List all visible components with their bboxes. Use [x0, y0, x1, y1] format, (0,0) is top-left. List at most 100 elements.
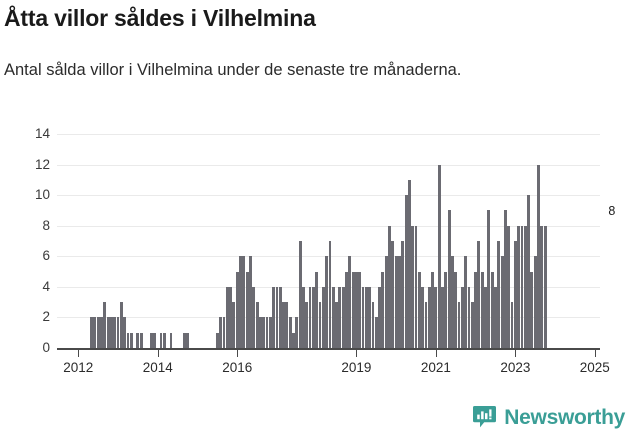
bar	[258, 317, 262, 348]
x-axis-tick-label: 2021	[420, 360, 451, 375]
bar	[93, 317, 97, 348]
bar	[113, 317, 117, 348]
bar	[225, 286, 229, 348]
bar	[378, 286, 382, 348]
bar	[242, 256, 246, 348]
bar	[149, 332, 153, 348]
x-axis-tick-label: 2023	[500, 360, 531, 375]
x-axis-tick-label: 2012	[63, 360, 94, 375]
bar	[162, 332, 166, 348]
bar	[507, 225, 511, 348]
bar	[345, 271, 348, 348]
x-axis-tick	[594, 350, 596, 357]
bar	[537, 164, 540, 348]
bar	[411, 225, 415, 348]
bar	[470, 302, 474, 348]
bar	[219, 317, 223, 348]
bar	[510, 302, 514, 348]
bar	[129, 332, 133, 348]
bar	[126, 332, 130, 348]
bar	[384, 256, 388, 348]
bar	[503, 210, 507, 348]
bar	[325, 256, 329, 348]
bar	[354, 271, 358, 348]
bar	[338, 286, 342, 348]
bar	[374, 317, 378, 348]
bar	[106, 317, 110, 348]
bar	[460, 286, 464, 348]
bar	[278, 286, 282, 348]
y-axis-tick-label: 2	[42, 309, 50, 325]
bar	[540, 225, 544, 348]
bar	[295, 317, 299, 348]
bar	[229, 286, 233, 348]
bar	[497, 241, 501, 348]
bar	[368, 286, 372, 348]
bar	[398, 256, 401, 348]
bar	[255, 302, 259, 348]
y-axis-tick-label: 4	[42, 278, 50, 294]
x-axis-line	[57, 348, 600, 350]
bar	[305, 302, 309, 348]
gridline	[57, 225, 600, 227]
bar	[90, 317, 93, 348]
x-axis-tick-label: 2014	[142, 360, 173, 375]
brand-name: Newsworthy	[504, 405, 625, 429]
bar	[136, 332, 140, 348]
x-axis-tick	[356, 350, 358, 357]
bar	[265, 317, 269, 348]
bar	[381, 271, 385, 348]
bar	[407, 179, 411, 348]
bar	[308, 286, 312, 348]
bar	[527, 195, 531, 348]
bar-chart: 0 2 4 6 8 10 12 14 2012 2014 2016 2019 2021 2023 2025…	[34, 126, 617, 375]
bar	[96, 317, 100, 348]
bar	[517, 225, 521, 348]
bar	[454, 271, 458, 348]
bar	[139, 332, 143, 348]
bar	[500, 256, 504, 348]
bar	[434, 286, 438, 348]
bar	[464, 256, 468, 348]
bar	[543, 225, 547, 348]
bar	[272, 286, 276, 348]
bar	[431, 271, 434, 348]
bar	[520, 225, 524, 348]
bar	[371, 302, 375, 348]
bar	[451, 256, 454, 348]
bar	[285, 302, 289, 348]
y-axis-tick-label: 6	[42, 248, 50, 264]
x-axis-tick	[435, 350, 437, 357]
bar	[494, 286, 497, 348]
bar	[215, 332, 219, 348]
bar	[116, 317, 120, 348]
highlight-value-label: 8	[607, 203, 617, 218]
bar	[235, 271, 239, 348]
bar	[404, 195, 408, 348]
y-axis-tick-label: 14	[34, 126, 50, 141]
gridline	[57, 164, 600, 166]
bar	[292, 332, 295, 348]
bar	[341, 286, 345, 348]
bar	[222, 317, 226, 348]
bar	[447, 210, 451, 348]
bar	[109, 317, 113, 348]
bar	[361, 286, 365, 348]
bar	[245, 271, 249, 348]
bar	[348, 256, 352, 348]
bar	[394, 256, 398, 348]
y-axis-tick-label: 12	[34, 156, 50, 172]
bar	[474, 271, 478, 348]
bar	[441, 286, 444, 348]
bar	[318, 302, 322, 348]
bar	[427, 286, 431, 348]
bar	[186, 332, 189, 348]
brand-footer: Newsworthy	[472, 405, 625, 430]
x-axis-tick	[515, 350, 517, 357]
bar	[298, 241, 302, 348]
bar	[282, 302, 285, 348]
bar	[513, 241, 517, 348]
bar	[252, 286, 256, 348]
bar	[328, 241, 332, 348]
